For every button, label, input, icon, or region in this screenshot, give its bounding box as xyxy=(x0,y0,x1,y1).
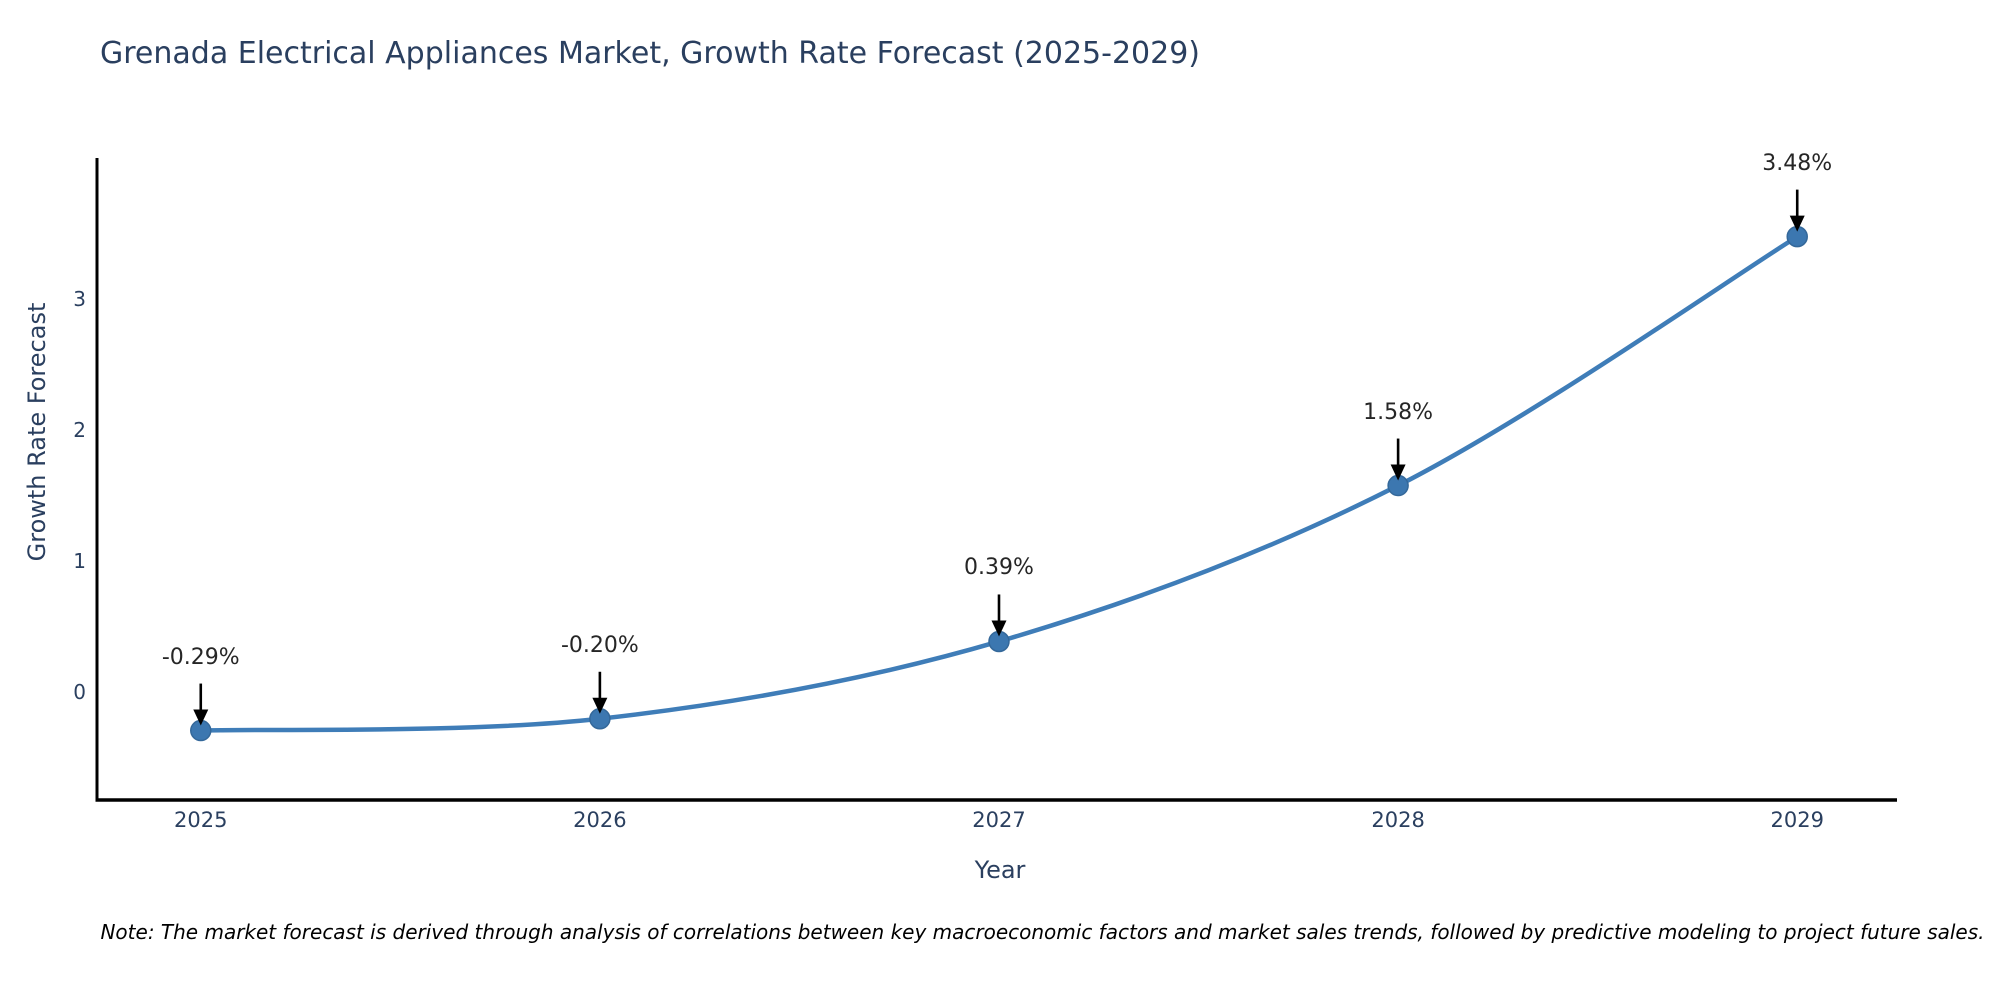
point-value-label: 3.48% xyxy=(1762,150,1833,176)
point-value-label: -0.29% xyxy=(161,644,240,670)
x-tick-label: 2026 xyxy=(573,808,627,832)
x-tick-label: 2029 xyxy=(1770,808,1824,832)
y-tick-label: 1 xyxy=(73,548,86,573)
y-tick-label: 0 xyxy=(73,679,86,704)
annotation-arrow-head xyxy=(1789,215,1805,232)
x-tick-label: 2025 xyxy=(174,808,228,832)
annotation-arrow-head xyxy=(193,709,209,726)
annotation-arrow-head xyxy=(592,697,608,714)
point-value-label: 1.58% xyxy=(1363,399,1434,425)
annotation-arrow-head xyxy=(1390,464,1406,481)
x-axis-title: Year xyxy=(974,856,1026,884)
annotation-arrow-head xyxy=(991,620,1007,637)
chart-title: Grenada Electrical Appliances Market, Gr… xyxy=(100,36,1201,71)
forecast-line xyxy=(198,234,1800,733)
x-tick-label: 2028 xyxy=(1371,808,1425,832)
x-tick-label: 2027 xyxy=(972,808,1026,832)
y-tick-label: 3 xyxy=(73,286,86,311)
y-tick-label: 2 xyxy=(73,417,86,442)
point-value-label: -0.20% xyxy=(560,632,639,658)
point-value-label: 0.39% xyxy=(964,555,1034,581)
footnote: Note: The market forecast is derived thr… xyxy=(100,920,1985,944)
